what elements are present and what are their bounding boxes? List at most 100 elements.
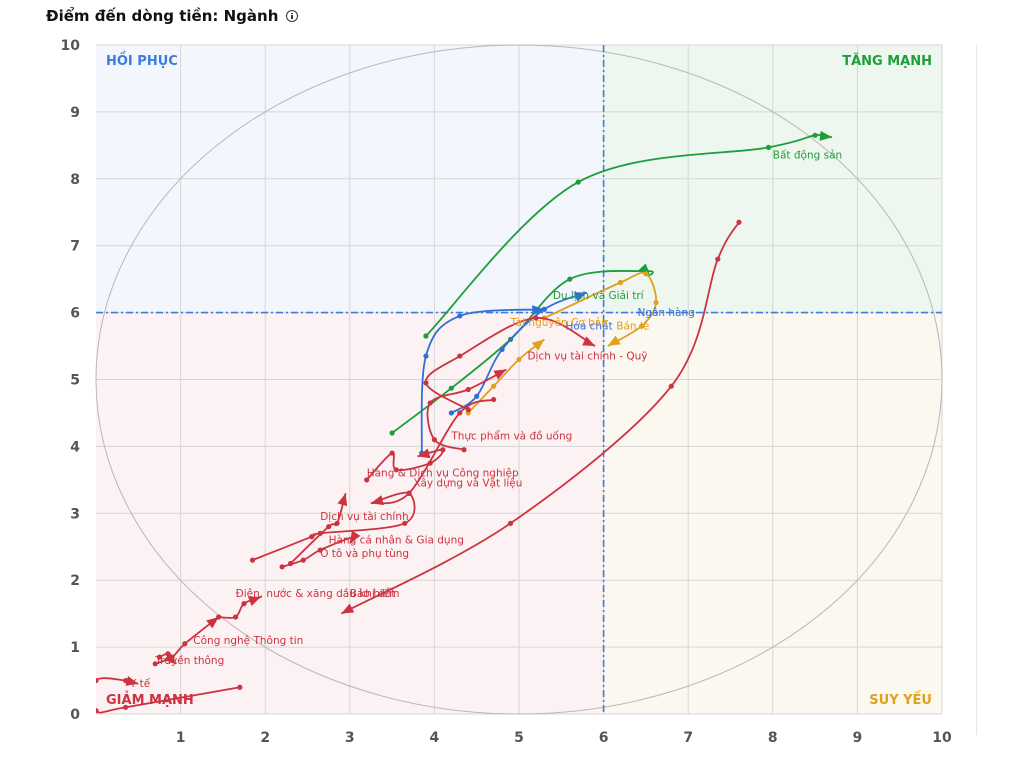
- point-hang-ca-nhan-gia-dung[interactable]: [317, 530, 323, 536]
- point-hang-dich-vu-cong-nghiep[interactable]: [364, 477, 370, 483]
- arrowhead-dien-nuoc-xang-dau-khi-dot[interactable]: [248, 596, 261, 606]
- point-o-to-va-phu-tung[interactable]: [300, 557, 306, 563]
- point-y-te[interactable]: [93, 708, 99, 714]
- series-bat-dong-san[interactable]: [423, 130, 833, 339]
- point-tai-nguyen-co-ban[interactable]: [516, 356, 522, 363]
- point-y-te[interactable]: [93, 677, 99, 684]
- point-ban-le[interactable]: [653, 299, 659, 306]
- point-du-lich-va-giai-tri[interactable]: [567, 276, 573, 282]
- trail-ngan-hang[interactable]: [420, 308, 545, 454]
- trail-dich-vu-tai-chinh-quy[interactable]: [424, 317, 596, 411]
- point-hoa-chat[interactable]: [448, 410, 454, 416]
- series-ban-le[interactable]: [541, 271, 659, 347]
- trail-xay-dung-va-vat-lieu[interactable]: [370, 398, 494, 505]
- point-dien-nuoc-xang-dau-khi-dot[interactable]: [241, 601, 247, 607]
- point-ngan-hang[interactable]: [423, 353, 429, 359]
- point-thuc-pham-va-do-uong[interactable]: [431, 437, 437, 443]
- arrowhead-hang-dich-vu-cong-nghiep[interactable]: [417, 448, 431, 459]
- point-hang-ca-nhan-gia-dung[interactable]: [309, 534, 315, 540]
- point-xay-dung-va-vat-lieu[interactable]: [457, 410, 463, 416]
- point-hoa-chat[interactable]: [474, 393, 480, 399]
- series-label-y-te: Y tế: [129, 678, 151, 690]
- point-bat-dong-san[interactable]: [812, 132, 818, 138]
- info-icon[interactable]: [286, 10, 299, 22]
- series-hang-ca-nhan-gia-dung[interactable]: [249, 490, 416, 563]
- point-bao-hiem[interactable]: [507, 520, 514, 526]
- point-thuc-pham-va-do-uong[interactable]: [427, 400, 433, 406]
- point-o-to-va-phu-tung[interactable]: [317, 547, 323, 553]
- x-tick-label: 3: [345, 730, 355, 746]
- point-dich-vu-tai-chinh-quy[interactable]: [533, 315, 539, 321]
- point-y-te[interactable]: [237, 684, 243, 690]
- reference-ellipse: [95, 44, 943, 715]
- point-du-lich-va-giai-tri[interactable]: [389, 430, 395, 436]
- point-ngan-hang[interactable]: [457, 313, 463, 319]
- point-ban-le[interactable]: [617, 279, 624, 286]
- point-dich-vu-tai-chinh-quy[interactable]: [423, 380, 429, 386]
- point-thuc-pham-va-do-uong[interactable]: [461, 447, 467, 453]
- series-bao-hiem[interactable]: [340, 219, 742, 615]
- point-hang-ca-nhan-gia-dung[interactable]: [249, 557, 256, 563]
- point-hang-dich-vu-cong-nghiep[interactable]: [389, 450, 395, 456]
- series-y-te[interactable]: [92, 676, 243, 714]
- point-hang-dich-vu-cong-nghiep[interactable]: [393, 467, 399, 473]
- trail-cong-nghe-thong-tin[interactable]: [154, 616, 220, 665]
- arrowhead-dich-vu-tai-chinh-quy[interactable]: [582, 336, 596, 346]
- point-thuc-pham-va-do-uong[interactable]: [465, 386, 471, 393]
- arrowhead-hoa-chat[interactable]: [573, 292, 587, 302]
- point-dich-vu-tai-chinh-quy[interactable]: [465, 407, 471, 413]
- arrowhead-ngan-hang[interactable]: [532, 305, 545, 316]
- x-tick-label: 4: [430, 730, 440, 746]
- point-truyen-thong[interactable]: [156, 654, 163, 660]
- arrowhead-dich-vu-tai-chinh[interactable]: [337, 493, 348, 507]
- series-dien-nuoc-xang-dau-khi-dot[interactable]: [216, 596, 262, 620]
- arrowhead-ban-le[interactable]: [607, 335, 621, 346]
- point-bao-hiem[interactable]: [668, 383, 674, 389]
- point-hoa-chat[interactable]: [499, 346, 505, 352]
- point-dich-vu-tai-chinh[interactable]: [334, 520, 340, 526]
- point-bat-dong-san[interactable]: [423, 333, 429, 339]
- point-y-te[interactable]: [123, 704, 129, 710]
- series-label-bat-dong-san: Bất động sản: [773, 150, 842, 162]
- quadrant-label-hoi-phuc: HỒI PHỤC: [106, 51, 178, 69]
- arrowhead-o-to-va-phu-tung[interactable]: [349, 530, 361, 544]
- arrowhead-bao-hiem[interactable]: [341, 603, 355, 614]
- point-dich-vu-tai-chinh[interactable]: [326, 524, 332, 530]
- arrowhead-bat-dong-san[interactable]: [819, 130, 833, 141]
- series-truyen-thong[interactable]: [156, 651, 177, 665]
- point-ban-le[interactable]: [643, 271, 649, 277]
- quadrant-label-giam-manh: GIẢM MẠNH: [106, 691, 194, 708]
- point-bao-hiem[interactable]: [736, 219, 742, 225]
- arrowhead-thuc-pham-va-do-uong[interactable]: [493, 369, 507, 380]
- point-dich-vu-tai-chinh-quy[interactable]: [457, 353, 463, 359]
- series-hang-dich-vu-cong-nghiep[interactable]: [364, 447, 446, 483]
- point-hang-dich-vu-cong-nghiep[interactable]: [440, 447, 446, 453]
- point-hang-ca-nhan-gia-dung[interactable]: [406, 490, 412, 496]
- series-cong-nghe-thong-tin[interactable]: [152, 616, 220, 667]
- point-bat-dong-san[interactable]: [575, 179, 581, 185]
- point-cong-nghe-thong-tin[interactable]: [152, 661, 158, 667]
- point-bao-hiem[interactable]: [715, 256, 721, 262]
- arrowhead-tai-nguyen-co-ban[interactable]: [531, 339, 545, 351]
- point-cong-nghe-thong-tin[interactable]: [182, 641, 188, 647]
- series-label-tai-nguyen-co-ban: Tài nguyên Cơ bản: [510, 317, 608, 329]
- point-xay-dung-va-vat-lieu[interactable]: [491, 396, 497, 403]
- point-dien-nuoc-xang-dau-khi-dot[interactable]: [232, 614, 239, 620]
- point-ban-le[interactable]: [639, 323, 645, 329]
- arrowhead-truyen-thong[interactable]: [163, 652, 177, 664]
- series-dich-vu-tai-chinh-quy[interactable]: [423, 315, 596, 413]
- arrowhead-y-te[interactable]: [125, 676, 139, 686]
- point-o-to-va-phu-tung[interactable]: [279, 564, 285, 570]
- trail-dich-vu-tai-chinh[interactable]: [289, 492, 347, 565]
- point-bat-dong-san[interactable]: [765, 144, 772, 150]
- arrowhead-hang-ca-nhan-gia-dung[interactable]: [370, 495, 384, 505]
- arrowhead-cong-nghe-thong-tin[interactable]: [206, 617, 219, 629]
- point-tai-nguyen-co-ban[interactable]: [491, 383, 497, 389]
- point-du-lich-va-giai-tri[interactable]: [448, 385, 454, 391]
- series-thuc-pham-va-do-uong[interactable]: [426, 368, 507, 453]
- point-hang-ca-nhan-gia-dung[interactable]: [402, 520, 408, 526]
- series-hoa-chat[interactable]: [448, 291, 588, 416]
- series-o-to-va-phu-tung[interactable]: [279, 530, 361, 570]
- point-hoa-chat[interactable]: [541, 306, 547, 312]
- quadrant-label-suy-yeu: SUY YẾU: [869, 691, 932, 708]
